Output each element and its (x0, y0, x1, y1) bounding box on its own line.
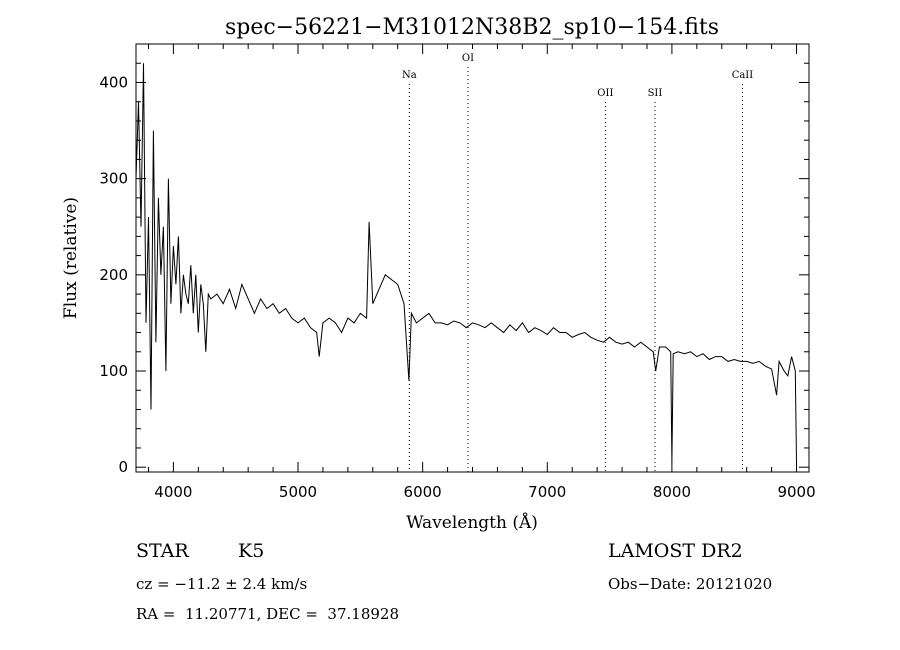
x-tick-label: 5000 (279, 483, 317, 501)
emission-line-markers: Na OI OII SII CaII (402, 53, 753, 472)
redshift-velocity: cz = −11.2 ± 2.4 km/s (136, 575, 308, 593)
survey-name: LAMOST DR2 (608, 540, 743, 562)
observation-date: Obs−Date: 20121020 (608, 575, 773, 593)
x-axis-label: Wavelength (Å) (406, 512, 538, 533)
y-tick-label: 100 (99, 362, 128, 380)
x-tick-label: 6000 (404, 483, 442, 501)
line-marker-label: SII (648, 88, 663, 99)
line-marker-label: CaII (732, 70, 754, 81)
object-class: STAR (136, 540, 189, 562)
y-axis: 0 100 200 300 400 (99, 62, 809, 476)
y-tick-label: 400 (99, 73, 128, 91)
x-tick-label: 8000 (653, 483, 691, 501)
chart-title: spec−56221−M31012N38B2_sp10−154.fits (225, 15, 719, 40)
y-tick-label: 300 (99, 170, 128, 188)
line-marker-label: Na (402, 70, 417, 81)
x-axis: 4000 5000 6000 7000 8000 9000 (147, 44, 816, 501)
spectrum-line (135, 63, 797, 463)
line-marker-label: OI (462, 53, 474, 64)
line-marker-label: OII (597, 88, 613, 99)
y-tick-label: 200 (99, 266, 128, 284)
y-axis-label: Flux (relative) (61, 197, 81, 319)
plot-frame (135, 43, 810, 473)
object-subclass: K5 (238, 540, 265, 562)
x-tick-label: 7000 (528, 483, 566, 501)
y-tick-label: 0 (118, 458, 128, 476)
x-tick-label: 4000 (154, 483, 192, 501)
sky-coordinates: RA = 11.20771, DEC = 37.18928 (136, 605, 400, 623)
x-tick-label: 9000 (777, 483, 815, 501)
